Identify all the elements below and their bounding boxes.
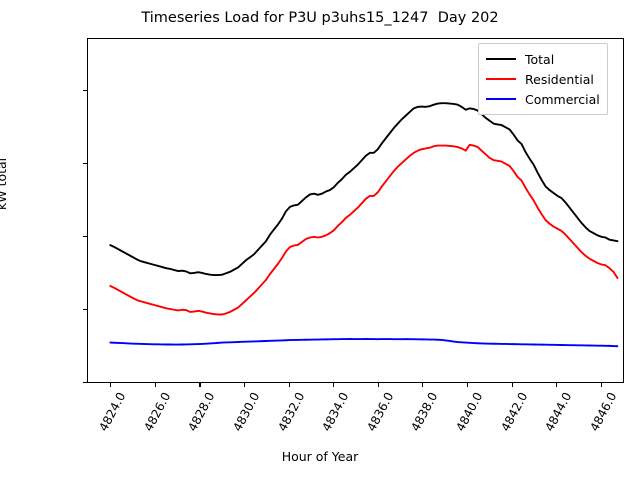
legend-item-residential: Residential: [486, 69, 600, 89]
legend-label: Total: [525, 51, 555, 67]
x-tick-mark: [333, 383, 335, 387]
x-axis-label: Hour of Year: [281, 449, 359, 464]
legend-item-total: Total: [486, 49, 600, 69]
x-tick-mark: [377, 383, 379, 387]
legend-item-commercial: Commercial: [486, 89, 600, 109]
legend-label: Commercial: [525, 91, 600, 107]
legend-color-swatch: [486, 78, 516, 80]
x-tick-label: 4826.0: [141, 390, 174, 434]
x-tick-mark: [154, 383, 156, 387]
y-tick-mark: [83, 163, 87, 165]
y-axis-label: kW total: [0, 157, 9, 210]
x-tick-label: 4834.0: [319, 390, 352, 434]
legend-color-swatch: [486, 58, 516, 60]
x-tick-label: 4836.0: [364, 390, 397, 434]
x-tick-label: 4844.0: [542, 390, 575, 434]
x-tick-label: 4846.0: [586, 390, 620, 434]
x-tick-label: 4840.0: [453, 390, 486, 434]
legend-label: Residential: [525, 71, 594, 87]
y-tick-mark: [83, 236, 87, 238]
x-tick-mark: [511, 383, 513, 387]
y-tick-mark: [83, 90, 87, 92]
chart-title: Timeseries Load for P3U p3uhs15_1247 Day…: [141, 10, 499, 26]
x-tick-label: 4824.0: [96, 390, 129, 434]
x-tick-mark: [556, 383, 558, 387]
x-tick-label: 4838.0: [408, 390, 441, 434]
x-tick-label: 4828.0: [185, 390, 218, 434]
x-tick-label: 4832.0: [274, 390, 307, 434]
y-tick-mark: [83, 309, 87, 311]
x-tick-mark: [199, 383, 201, 387]
x-tick-label: 4842.0: [497, 390, 530, 434]
chart-legend: Total Residential Commercial: [478, 43, 608, 115]
x-tick-mark: [600, 383, 602, 387]
x-tick-mark: [466, 383, 469, 387]
plot-lines: [109, 102, 619, 348]
series-line-commercial: [109, 337, 619, 348]
series-line-residential: [109, 143, 619, 316]
x-tick-label: 4830.0: [230, 390, 263, 434]
x-tick-mark: [110, 383, 112, 387]
series-line-total: [109, 102, 619, 277]
y-tick-mark: [83, 382, 87, 384]
x-tick-mark: [244, 383, 246, 387]
x-tick-mark: [422, 383, 424, 387]
legend-color-swatch: [486, 98, 516, 100]
x-tick-mark: [288, 383, 290, 387]
